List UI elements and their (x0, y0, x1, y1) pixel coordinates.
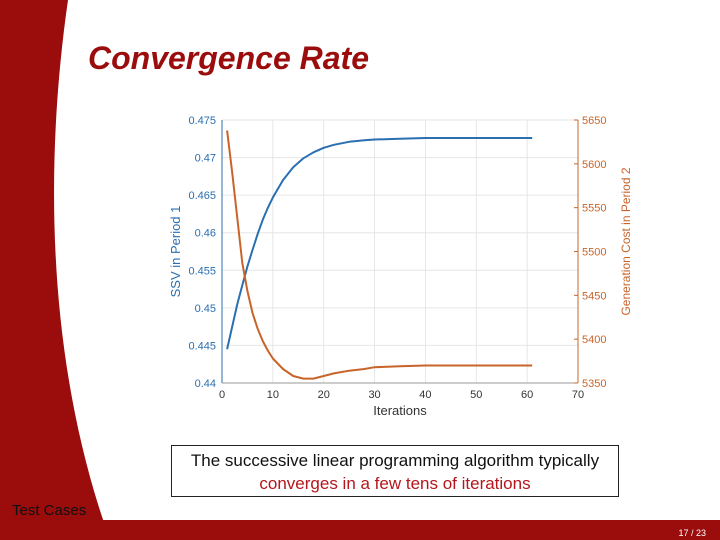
x-tick-label-2: 20 (318, 389, 330, 401)
section-label: Test Cases (12, 502, 87, 519)
chart-grid (221, 119, 579, 384)
y-left-tick-label-6: 0.47 (195, 153, 216, 165)
slide-title: Convergence Rate (88, 40, 369, 76)
chart-axes (221, 120, 579, 384)
chart-ticks: 0 10 20 30 40 50 60 70 0.44 0.445 0.45 0.455 0.46 0.4… (188, 115, 606, 401)
x-tick-label-3: 30 (368, 389, 380, 401)
x-tick-label-1: 10 (267, 389, 279, 401)
y-right-tick-label-1: 5400 (582, 334, 606, 346)
x-axis-label: Iterations (373, 403, 427, 418)
x-tick-label-7: 70 (572, 389, 584, 401)
y-right-tick-label-6: 5650 (582, 115, 606, 127)
y-left-tick-label-3: 0.455 (188, 265, 216, 277)
caption-text: The successive linear programming algori… (190, 451, 600, 470)
chart-series (226, 130, 533, 380)
caption-highlight: converges in a few tens of iterations (259, 474, 531, 493)
y-right-tick-label-3: 5500 (582, 247, 606, 259)
y-right-tick-label-0: 5350 (582, 378, 606, 390)
x-tick-label-5: 50 (470, 389, 482, 401)
y-axis-right-label: Generation Cost in Period 2 (619, 167, 633, 315)
caption-box: The successive linear programming algori… (171, 445, 619, 497)
x-tick-label-4: 40 (419, 389, 431, 401)
y-left-tick-label-0: 0.44 (195, 378, 216, 390)
y-left-tick-label-7: 0.475 (188, 115, 216, 127)
x-tick-label-6: 60 (521, 389, 533, 401)
series-line-ssv (226, 137, 533, 350)
y-left-tick-label-1: 0.445 (188, 340, 216, 352)
page-number: 17 / 23 (678, 528, 706, 538)
x-tick-label-0: 0 (219, 389, 225, 401)
bottom-red-band (88, 520, 720, 540)
y-right-tick-label-2: 5450 (582, 290, 606, 302)
y-left-tick-label-5: 0.465 (188, 190, 216, 202)
y-left-tick-label-2: 0.45 (195, 303, 216, 315)
convergence-chart: 0 10 20 30 40 50 60 70 0.44 0.445 0.45 0.455 0.46 0.4… (168, 115, 633, 418)
y-right-tick-label-5: 5600 (582, 159, 606, 171)
y-left-tick-label-4: 0.46 (195, 228, 216, 240)
left-red-band (0, 0, 110, 540)
y-right-tick-label-4: 5550 (582, 203, 606, 215)
y-axis-left-label: SSV in Period 1 (168, 206, 183, 298)
series-line-generation-cost (226, 130, 533, 380)
